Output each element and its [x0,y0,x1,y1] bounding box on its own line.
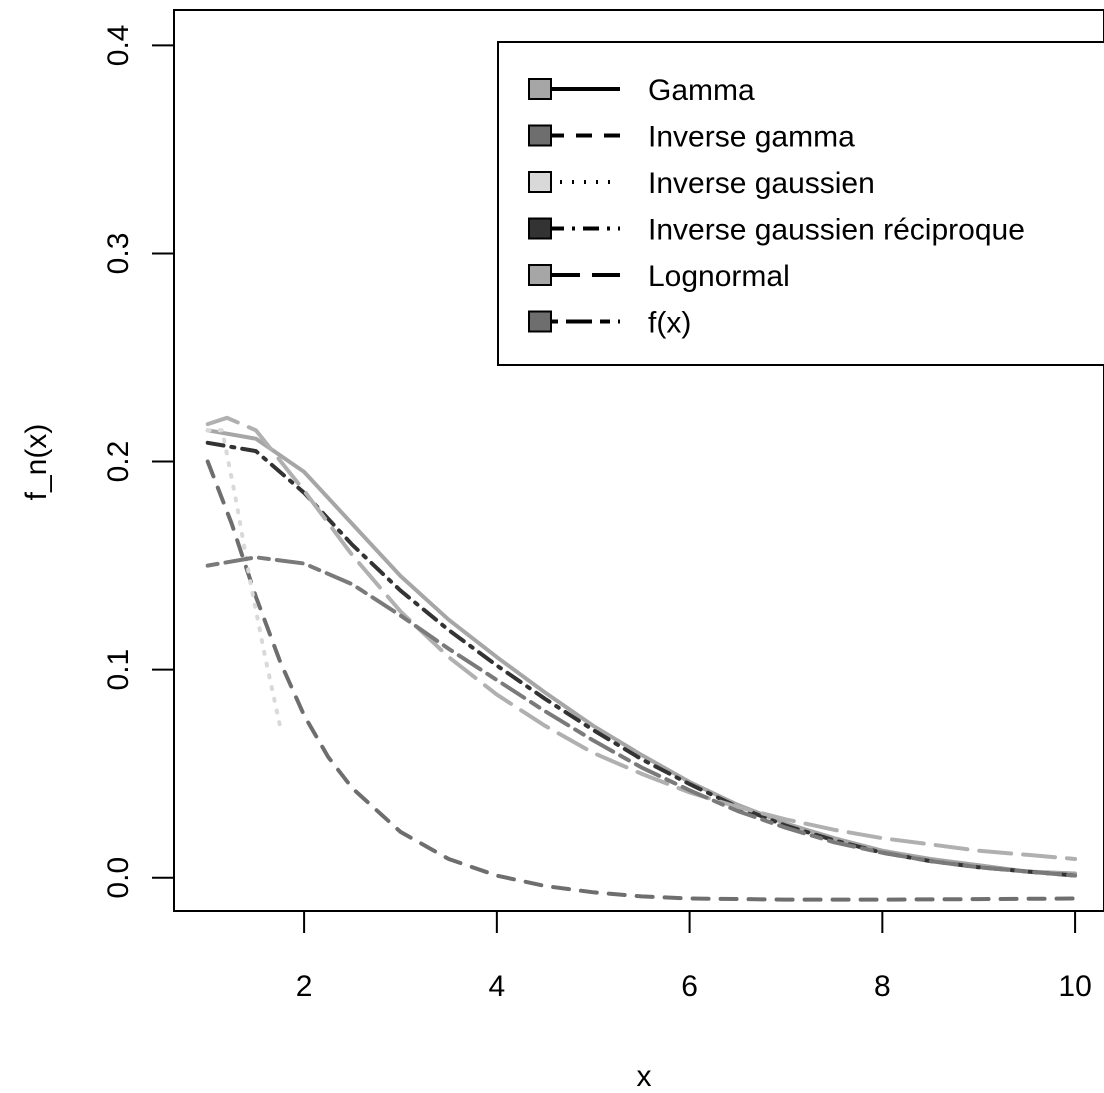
legend-label-3: Inverse gaussien [648,167,875,200]
legend-swatch-1 [528,78,552,100]
y-tick-label: 0.3 [102,233,135,275]
series-line-3 [205,428,282,728]
legend: Gamma Inverse gamma Inverse gaussien Invers… [497,41,1104,366]
legend-swatch-4 [528,217,552,240]
legend-swatch-2 [528,124,552,147]
y-axis: 0.0 0.1 0.2 0.3 0.4 [102,25,174,899]
legend-label-5: Lognormal [648,260,790,293]
y-tick-label: 0.4 [102,25,135,67]
legend-label-2: Inverse gamma [648,121,855,154]
plot-box [173,9,1104,912]
x-tick-label: 4 [489,970,506,1003]
y-tick-label: 0.1 [102,649,135,691]
legend-label-4: Inverse gaussien réciproque [648,214,1025,247]
x-tick-label: 2 [296,970,313,1003]
x-axis: 2 4 6 8 10 [296,911,1092,1003]
legend-swatch-5 [528,264,552,286]
series-layer [205,415,1078,902]
legend-box [497,41,1104,366]
y-axis-label: f_n(x) [20,424,53,501]
legend-swatch-6 [528,310,552,333]
series-line-5 [205,415,1078,861]
y-tick-label: 0.2 [102,441,135,483]
x-tick-label: 6 [681,970,698,1003]
legend-label-6: f(x) [648,307,691,340]
series-line-6 [205,555,1078,878]
x-axis-label: x [637,1060,652,1093]
series-line-2 [205,459,1078,902]
series-line-1 [205,428,1078,876]
y-tick-label: 0.0 [102,857,135,899]
x-tick-label: 8 [874,970,891,1003]
legend-swatch-3 [528,171,552,193]
x-tick-label: 10 [1058,970,1091,1003]
legend-label-1: Gamma [648,74,755,107]
